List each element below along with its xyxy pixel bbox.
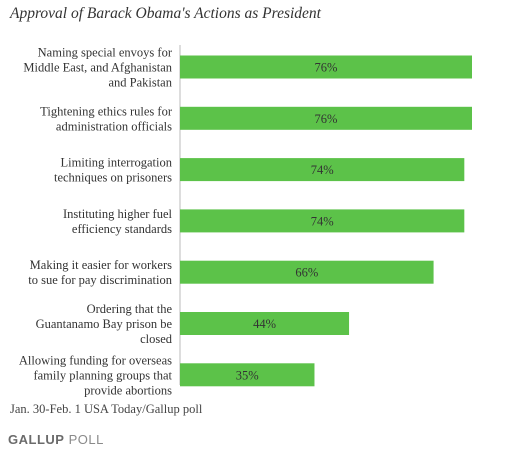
bar-value-label-3: 74% [311,214,334,228]
category-label-3: Instituting higher fuel efficiency standa… [63,207,173,236]
category-label-line: Limiting interrogation [61,156,173,170]
category-label-1: Tightening ethics rules for administratio… [40,104,173,133]
bar-value-label-5: 44% [253,317,276,331]
gallup-poll-logo: GALLUP POLL [8,432,104,447]
category-label-0: Naming special envoys for Middle East, an… [23,46,172,90]
bar-chart: 76% Naming special envoys for Middle East,… [19,45,472,397]
category-label-line: closed [140,332,173,346]
bar-3 [180,209,465,233]
category-label-6: Allowing funding for overseas family plan… [19,353,173,397]
category-label-line: Tightening ethics rules for [40,104,173,118]
category-label-2: Limiting interrogation techniques on pris… [54,156,173,185]
category-label-line: Guantanamo Bay prison be [36,317,173,331]
footnote: Jan. 30-Feb. 1 USA Today/Gallup poll [10,402,203,416]
bar-value-label-2: 74% [311,163,334,177]
category-label-line: Instituting higher fuel [63,207,173,221]
chart-title: Approval of Barack Obama's Actions as Pr… [10,5,321,22]
category-label-line: Middle East, and Afghanistan [23,61,172,75]
bar-value-label-6: 35% [236,368,259,382]
bar-2 [180,158,465,182]
bar-value-label-0: 76% [315,61,338,75]
category-label-line: Ordering that the [87,302,173,316]
bar-value-label-1: 76% [315,112,338,126]
category-label-line: Allowing funding for overseas [19,353,172,367]
category-label-4: Making it easier for workers to sue for p… [28,258,172,287]
logo-sub: POLL [68,432,104,447]
category-label-5: Ordering that the Guantanamo Bay prison b… [36,302,173,346]
category-label-line: family planning groups that [33,368,172,382]
category-label-line: administration officials [56,119,172,133]
bar-0 [180,55,472,79]
bar-6 [180,363,315,387]
bars-layer: 76% Naming special envoys for Middle East,… [19,46,472,397]
category-label-line: efficiency standards [72,222,172,236]
category-label-line: to sue for pay discrimination [28,273,172,287]
logo-brand: GALLUP [8,432,65,447]
category-label-line: Naming special envoys for [38,46,173,60]
bar-4 [180,260,434,284]
category-label-line: and Pakistan [108,76,172,90]
bar-value-label-4: 66% [295,266,318,280]
bar-5 [180,312,350,335]
category-label-line: provide abortions [84,383,172,397]
bar-1 [180,106,472,130]
category-label-line: Making it easier for workers [30,258,172,272]
category-label-line: techniques on prisoners [54,171,172,185]
